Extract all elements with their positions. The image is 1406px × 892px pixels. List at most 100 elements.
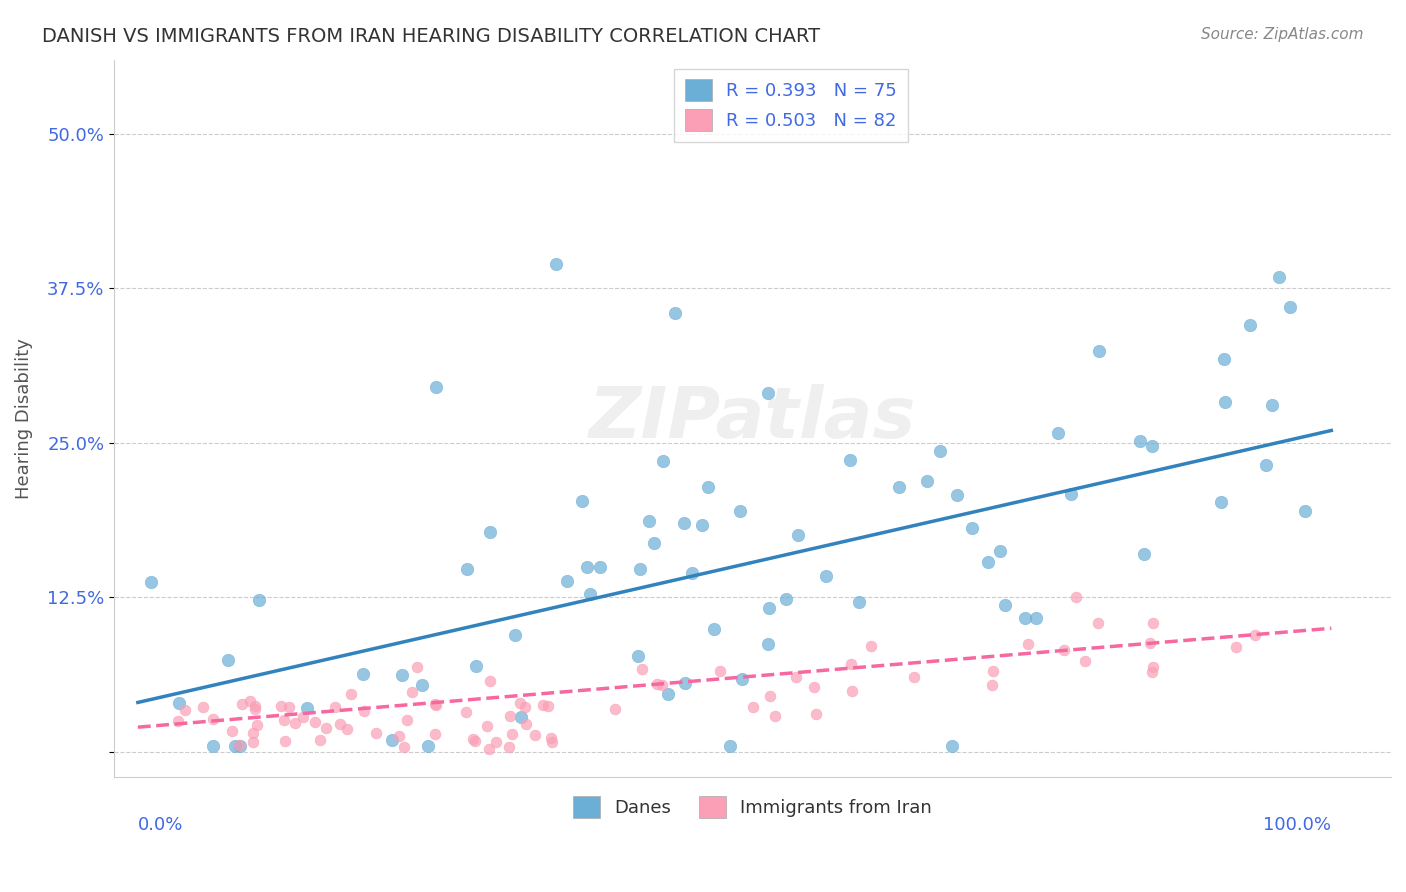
Point bbox=[388, 729, 411, 743]
Point bbox=[396, 713, 419, 727]
Point bbox=[391, 667, 413, 681]
Point bbox=[981, 678, 1004, 692]
Point bbox=[295, 701, 318, 715]
Point bbox=[696, 480, 718, 494]
Point bbox=[903, 670, 925, 684]
Point bbox=[201, 739, 224, 753]
Point bbox=[1209, 494, 1232, 508]
Point bbox=[231, 697, 253, 711]
Point bbox=[555, 574, 578, 588]
Point bbox=[681, 566, 703, 580]
Point bbox=[475, 719, 498, 733]
Point bbox=[392, 739, 415, 754]
Point bbox=[1140, 665, 1163, 680]
Point bbox=[503, 628, 526, 642]
Point bbox=[1088, 343, 1111, 358]
Point bbox=[454, 706, 477, 720]
Point bbox=[498, 739, 520, 754]
Point bbox=[605, 702, 627, 716]
Point bbox=[994, 598, 1017, 612]
Point bbox=[478, 673, 501, 688]
Y-axis label: Hearing Disability: Hearing Disability bbox=[15, 338, 32, 499]
Point bbox=[1213, 351, 1236, 366]
Point bbox=[664, 306, 686, 320]
Point bbox=[775, 592, 797, 607]
Point bbox=[730, 504, 752, 518]
Point bbox=[541, 735, 564, 749]
Point bbox=[889, 480, 911, 494]
Point bbox=[141, 574, 163, 589]
Point bbox=[981, 664, 1004, 678]
Point bbox=[962, 521, 984, 535]
Point bbox=[501, 726, 523, 740]
Point bbox=[544, 256, 567, 270]
Point bbox=[709, 665, 731, 679]
Point bbox=[478, 742, 501, 756]
Point bbox=[224, 739, 246, 753]
Point bbox=[718, 739, 741, 753]
Text: 0.0%: 0.0% bbox=[138, 816, 183, 834]
Point bbox=[839, 453, 862, 467]
Point bbox=[742, 700, 765, 714]
Point bbox=[1133, 547, 1156, 561]
Point bbox=[292, 710, 315, 724]
Point bbox=[1053, 642, 1076, 657]
Point bbox=[229, 739, 252, 753]
Point bbox=[239, 694, 262, 708]
Point bbox=[785, 670, 807, 684]
Point bbox=[274, 734, 297, 748]
Point bbox=[652, 454, 675, 468]
Point bbox=[425, 380, 447, 394]
Point bbox=[336, 723, 359, 737]
Point bbox=[1129, 434, 1152, 449]
Point bbox=[523, 728, 546, 742]
Point bbox=[353, 704, 375, 718]
Point bbox=[245, 699, 267, 714]
Point bbox=[509, 710, 531, 724]
Point bbox=[628, 562, 651, 576]
Point bbox=[217, 653, 239, 667]
Point bbox=[1017, 637, 1039, 651]
Point bbox=[589, 559, 612, 574]
Point bbox=[242, 726, 264, 740]
Point bbox=[364, 726, 387, 740]
Point bbox=[537, 698, 560, 713]
Point bbox=[245, 718, 267, 732]
Point bbox=[841, 684, 863, 698]
Point bbox=[756, 385, 779, 400]
Point bbox=[173, 703, 195, 717]
Point bbox=[416, 739, 439, 753]
Point bbox=[242, 735, 264, 749]
Point bbox=[576, 560, 599, 574]
Point bbox=[756, 637, 779, 651]
Text: Source: ZipAtlas.com: Source: ZipAtlas.com bbox=[1201, 27, 1364, 42]
Point bbox=[1294, 504, 1316, 518]
Point bbox=[657, 687, 679, 701]
Point bbox=[515, 700, 537, 714]
Point bbox=[839, 657, 862, 672]
Point bbox=[464, 734, 486, 748]
Point bbox=[786, 527, 808, 541]
Point bbox=[515, 717, 537, 731]
Point bbox=[531, 698, 554, 713]
Point bbox=[1064, 590, 1087, 604]
Point bbox=[340, 687, 363, 701]
Point bbox=[309, 732, 332, 747]
Point bbox=[645, 677, 668, 691]
Point bbox=[498, 708, 520, 723]
Point bbox=[1267, 270, 1289, 285]
Point bbox=[651, 678, 673, 692]
Point bbox=[1244, 628, 1267, 642]
Point bbox=[425, 727, 447, 741]
Point bbox=[1139, 636, 1161, 650]
Point bbox=[166, 714, 188, 728]
Point bbox=[1074, 654, 1097, 668]
Point bbox=[1140, 439, 1163, 453]
Point bbox=[509, 696, 531, 710]
Point bbox=[692, 517, 714, 532]
Point bbox=[643, 536, 665, 550]
Point bbox=[323, 699, 346, 714]
Point bbox=[631, 661, 654, 675]
Point bbox=[411, 678, 433, 692]
Point bbox=[270, 699, 292, 714]
